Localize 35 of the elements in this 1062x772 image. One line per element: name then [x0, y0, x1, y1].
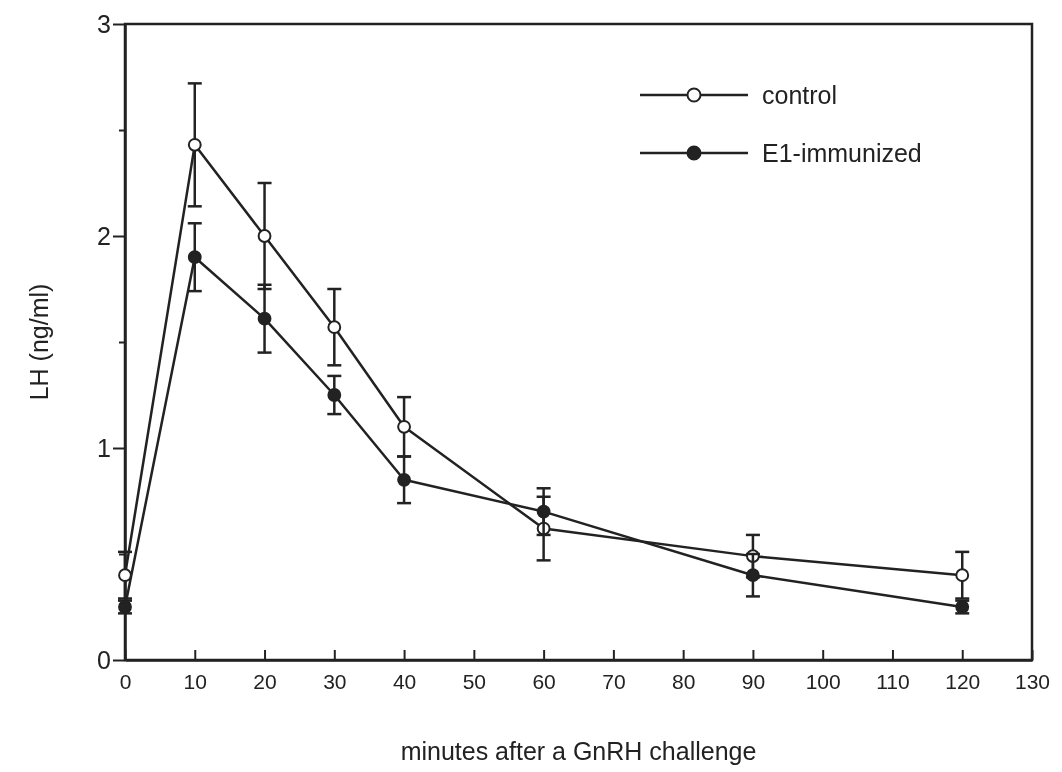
x-axis-title: minutes after a GnRH challenge: [400, 737, 757, 765]
x-tick-label: 110: [876, 669, 910, 693]
point: [187, 137, 202, 152]
x-tick-label: 60: [532, 669, 556, 693]
point: [118, 568, 132, 583]
x-tick-label: 30: [323, 669, 347, 693]
point: [257, 311, 272, 326]
point: [327, 320, 342, 335]
y-axis-title: LH (ng/ml): [25, 283, 53, 401]
point: [257, 229, 272, 243]
x-tick-label: 0: [119, 669, 132, 693]
point: [187, 250, 202, 265]
x-tick-label: 90: [741, 669, 766, 693]
point: [397, 419, 411, 434]
x-tick-label: 10: [183, 669, 207, 693]
x-tick-label: 120: [945, 669, 981, 693]
x-tick-label: 40: [392, 669, 417, 693]
x-tick-label: 130: [1014, 669, 1051, 693]
x-tick-label: 80: [671, 669, 696, 693]
legend-label: control: [762, 81, 838, 109]
point: [118, 600, 132, 614]
y-tick-label: 2: [97, 221, 111, 250]
point: [327, 388, 342, 402]
x-tick-label: 70: [602, 669, 626, 693]
y-tick-label: 0: [97, 645, 111, 674]
x-tick-label: 100: [805, 669, 841, 693]
point: [397, 472, 411, 487]
y-tick-label: 1: [97, 433, 111, 462]
x-tick-label: 50: [462, 669, 487, 693]
x-tick-label: 20: [253, 669, 277, 693]
point: [955, 568, 970, 583]
point: [536, 504, 551, 519]
legend-label: E1-immunized: [762, 139, 922, 167]
y-tick-label: 3: [97, 9, 111, 38]
point: [746, 568, 760, 583]
